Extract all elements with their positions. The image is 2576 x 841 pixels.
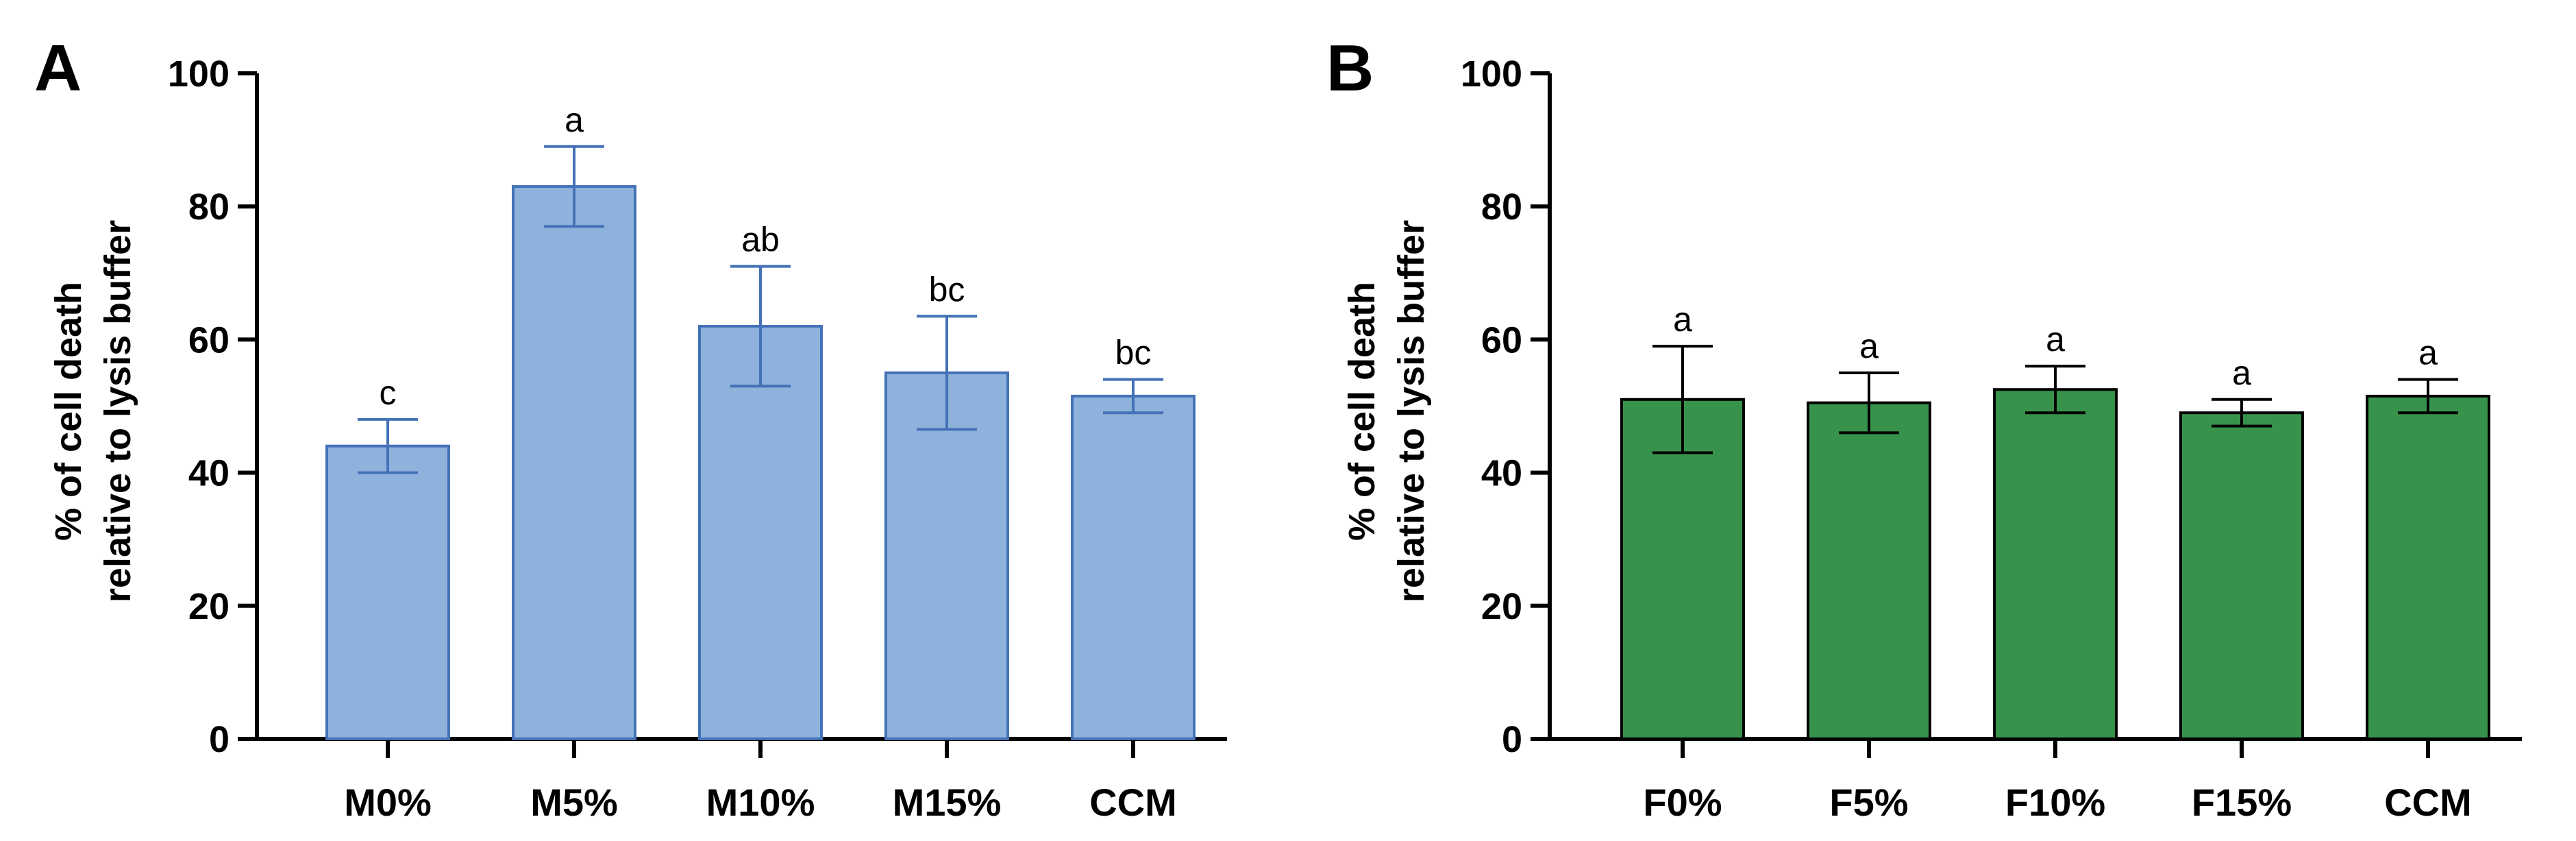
panel-a-xtick-label: M10% (706, 781, 815, 824)
panel-a-ytick-label: 100 (168, 53, 230, 95)
panel-a-bar (512, 185, 636, 740)
panel-a-bar (325, 444, 450, 740)
panel-b: B % of cell death relative to lysis buff… (1326, 32, 2522, 824)
panel-a-significance-label: a (565, 101, 584, 139)
panel-a-bar (1071, 394, 1196, 740)
panel-b-xtick-label: F15% (2192, 781, 2292, 824)
panel-a-significance-label: bc (1115, 334, 1152, 372)
panel-b-ytick-label: 60 (1481, 319, 1522, 361)
panel-b-significance-label: a (2046, 320, 2065, 358)
panel-a-ytick-label: 20 (188, 586, 230, 627)
panel-b-bar (1620, 398, 1745, 740)
panel-b-ytick-label: 80 (1481, 186, 1522, 228)
panel-a-xtick-label: M5% (530, 781, 618, 824)
panel-a-ylabel-line-2: relative to lysis buffer (97, 220, 138, 602)
panel-b-bar (1807, 401, 1931, 741)
panel-a-xtick-label: M0% (344, 781, 432, 824)
panel-b-significance-label: a (2418, 334, 2438, 372)
panel-b-xtick-label: CCM (2384, 781, 2472, 824)
panel-b-xtick-label: F5% (1829, 781, 1908, 824)
panel-b-ylabel-line-2: relative to lysis buffer (1391, 220, 1432, 602)
panel-a-bar (698, 324, 823, 741)
panel-b-significance-label: a (1673, 300, 1692, 339)
panel-a: A % of cell death relative to lysis buff… (34, 32, 1227, 824)
panel-a-significance-label: ab (741, 221, 780, 259)
panel-a-ytick-label: 40 (188, 453, 230, 494)
panel-b-ytick-label: 100 (1461, 53, 1522, 95)
panel-b-bar (2179, 411, 2304, 741)
panel-a-bar (884, 371, 1009, 740)
panel-b-ytick-label: 20 (1481, 586, 1522, 627)
panel-a-xtick-label: CCM (1089, 781, 1177, 824)
panel-a-letter: A (34, 32, 82, 105)
panel-b-xtick-label: F10% (2005, 781, 2105, 824)
panel-b-letter: B (1326, 32, 1374, 105)
panel-b-ytick-label: 40 (1481, 453, 1522, 494)
panel-b-significance-label: a (1859, 327, 1879, 365)
panel-b-ytick-label: 0 (1502, 719, 1522, 760)
panel-b-bar (1993, 388, 2118, 740)
panel-b-bar (2366, 394, 2490, 740)
panel-b-significance-label: a (2232, 354, 2251, 392)
panel-a-significance-label: c (380, 374, 397, 412)
panel-a-xtick-label: M15% (893, 781, 1002, 824)
panel-b-ylabel-line-1: % of cell death (1341, 282, 1383, 541)
panel-a-ylabel-line-1: % of cell death (48, 282, 89, 541)
panel-b-xtick-label: F0% (1643, 781, 1722, 824)
panel-a-ytick-label: 60 (188, 319, 230, 361)
panel-a-ytick-label: 0 (209, 719, 230, 760)
panel-a-significance-label: bc (929, 270, 965, 308)
panel-a-ytick-label: 80 (188, 186, 230, 228)
